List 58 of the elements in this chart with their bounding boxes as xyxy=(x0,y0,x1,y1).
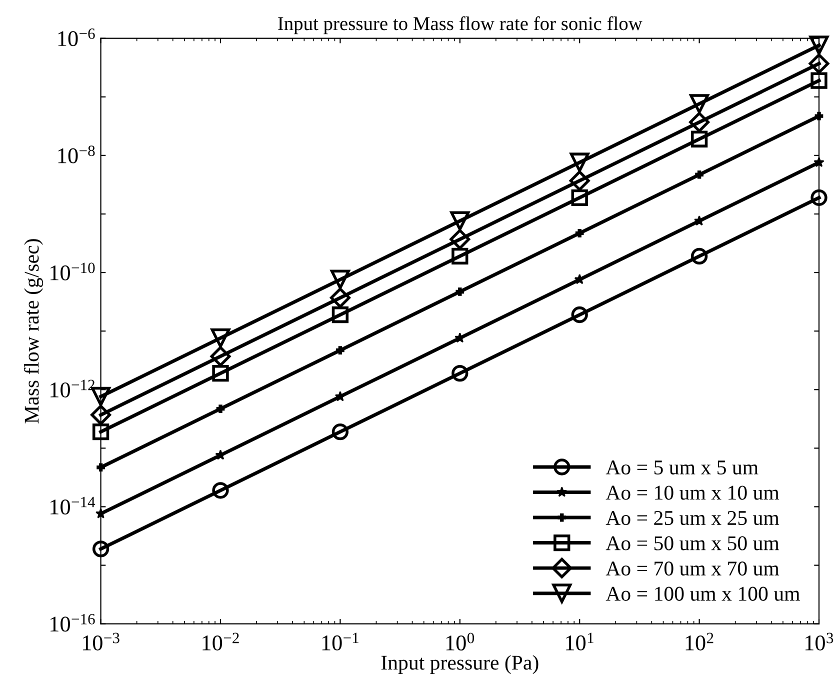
point xyxy=(694,215,705,226)
legend-label: Ao = 50 um x 50 um xyxy=(606,536,780,550)
y-tick-label: 10$^{−8}$ xyxy=(58,146,95,164)
point xyxy=(571,306,588,324)
point xyxy=(452,248,468,265)
legend-label: Ao = 100 um x 100 um xyxy=(606,586,800,601)
y-tick-label: 10$^{−6}$ xyxy=(58,28,95,46)
point xyxy=(571,189,588,206)
y-tick-label: 10$^{−10}$ xyxy=(50,262,95,280)
point xyxy=(695,170,704,179)
point xyxy=(216,404,225,413)
point xyxy=(330,270,350,290)
y-tick-label: 10$^{−14}$ xyxy=(50,496,96,514)
point xyxy=(210,328,230,348)
y-axis-title: Mass flow rate (g/sec) xyxy=(24,239,44,424)
point xyxy=(809,36,829,56)
legend-label: Ao = 5 um x 5 um xyxy=(606,460,758,474)
point xyxy=(210,346,231,367)
x-tick-label: 10$^{−2}$ xyxy=(202,632,239,650)
point xyxy=(689,112,710,132)
point xyxy=(454,332,466,343)
point xyxy=(810,189,828,206)
point xyxy=(332,424,349,440)
point xyxy=(570,152,590,172)
point xyxy=(690,248,708,265)
point xyxy=(92,424,110,440)
chart-title: Input pressure to Mass flow rate for sonic flow xyxy=(278,16,642,34)
point xyxy=(212,364,229,382)
x-tick-label: 10$^{−1}$ xyxy=(322,632,358,650)
point xyxy=(569,170,590,191)
legend-label: Ao = 25 um x 25 um xyxy=(606,511,780,526)
point xyxy=(810,72,828,89)
x-tick-label: 10$^{0}$ xyxy=(446,632,474,650)
point xyxy=(90,404,112,426)
point xyxy=(452,364,468,382)
x-axis-title: Input pressure (Pa) xyxy=(381,655,538,674)
point xyxy=(690,130,708,148)
point xyxy=(215,450,226,460)
point xyxy=(450,229,470,250)
point xyxy=(574,274,585,284)
point xyxy=(212,482,229,499)
point xyxy=(690,94,710,114)
point xyxy=(336,346,344,354)
point xyxy=(92,540,110,558)
x-tick-label: 10$^{3}$ xyxy=(806,632,834,650)
x-tick-label: 10$^{2}$ xyxy=(686,632,714,650)
y-tick-label: 10$^{−16}$ xyxy=(50,614,95,632)
point xyxy=(332,306,349,324)
point xyxy=(334,391,346,402)
point xyxy=(450,211,470,231)
point xyxy=(808,53,830,74)
point xyxy=(575,229,584,238)
x-tick-label: 10$^{1}$ xyxy=(566,632,594,650)
legend-label: Ao = 10 um x 10 um xyxy=(606,486,780,500)
legend-label: Ao = 70 um x 70 um xyxy=(606,562,780,576)
x-tick-label: 10$^{−3}$ xyxy=(82,632,120,650)
point xyxy=(456,288,464,296)
point xyxy=(330,288,350,308)
